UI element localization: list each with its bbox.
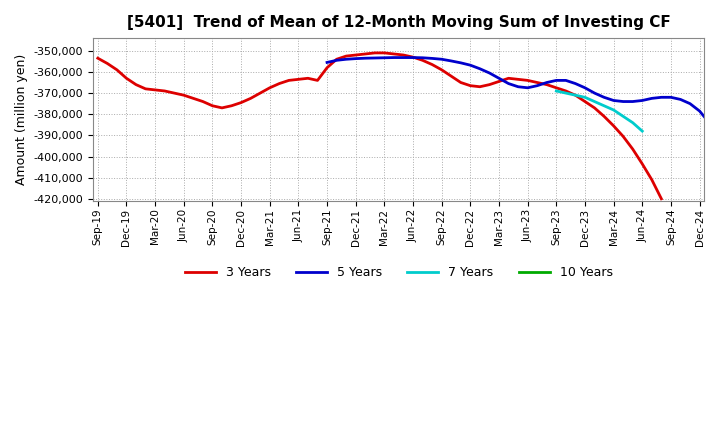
3 Years xyxy=(371,50,379,55)
5 Years xyxy=(476,66,485,71)
7 Years xyxy=(552,88,561,94)
Title: [5401]  Trend of Mean of 12-Month Moving Sum of Investing CF: [5401] Trend of Mean of 12-Month Moving … xyxy=(127,15,670,30)
5 Years xyxy=(638,98,647,103)
7 Years xyxy=(580,95,589,100)
5 Years xyxy=(504,81,513,86)
5 Years xyxy=(580,85,589,91)
7 Years xyxy=(590,99,599,104)
5 Years xyxy=(514,84,523,89)
5 Years xyxy=(562,78,570,83)
3 Years xyxy=(237,100,246,105)
5 Years xyxy=(657,95,666,100)
5 Years xyxy=(696,108,704,114)
5 Years xyxy=(351,56,360,61)
3 Years xyxy=(284,78,293,83)
5 Years xyxy=(685,101,694,106)
5 Years xyxy=(667,95,675,100)
3 Years xyxy=(275,81,284,86)
5 Years xyxy=(600,95,608,100)
5 Years xyxy=(447,59,456,64)
3 Years xyxy=(657,196,666,202)
3 Years xyxy=(256,91,264,96)
5 Years xyxy=(495,76,503,81)
Legend: 3 Years, 5 Years, 7 Years, 10 Years: 3 Years, 5 Years, 7 Years, 10 Years xyxy=(179,261,618,284)
3 Years xyxy=(189,96,198,101)
5 Years xyxy=(437,57,446,62)
5 Years xyxy=(342,57,351,62)
5 Years xyxy=(714,139,720,144)
5 Years xyxy=(647,96,656,101)
5 Years xyxy=(542,80,551,85)
5 Years xyxy=(390,55,398,60)
5 Years xyxy=(629,99,637,104)
3 Years xyxy=(94,55,102,61)
5 Years xyxy=(418,55,427,60)
7 Years xyxy=(562,91,570,96)
Y-axis label: Amount (million yen): Amount (million yen) xyxy=(15,54,28,185)
5 Years xyxy=(523,85,532,91)
Line: 5 Years: 5 Years xyxy=(327,58,720,160)
5 Years xyxy=(323,60,331,65)
5 Years xyxy=(609,98,618,103)
5 Years xyxy=(590,91,599,96)
5 Years xyxy=(485,70,494,76)
Line: 3 Years: 3 Years xyxy=(98,53,662,199)
5 Years xyxy=(456,60,465,66)
5 Years xyxy=(399,55,408,60)
Line: 7 Years: 7 Years xyxy=(557,91,642,131)
5 Years xyxy=(571,81,580,86)
5 Years xyxy=(409,55,418,60)
5 Years xyxy=(428,56,436,61)
7 Years xyxy=(638,128,647,134)
3 Years xyxy=(456,80,465,85)
5 Years xyxy=(333,58,341,63)
7 Years xyxy=(609,107,618,113)
5 Years xyxy=(361,55,369,61)
5 Years xyxy=(533,83,541,88)
7 Years xyxy=(629,120,637,125)
7 Years xyxy=(571,92,580,98)
5 Years xyxy=(705,120,714,125)
5 Years xyxy=(466,62,474,68)
5 Years xyxy=(676,97,685,102)
5 Years xyxy=(619,99,628,104)
7 Years xyxy=(619,114,628,119)
5 Years xyxy=(552,78,561,83)
7 Years xyxy=(600,103,608,108)
5 Years xyxy=(380,55,389,60)
5 Years xyxy=(371,55,379,61)
